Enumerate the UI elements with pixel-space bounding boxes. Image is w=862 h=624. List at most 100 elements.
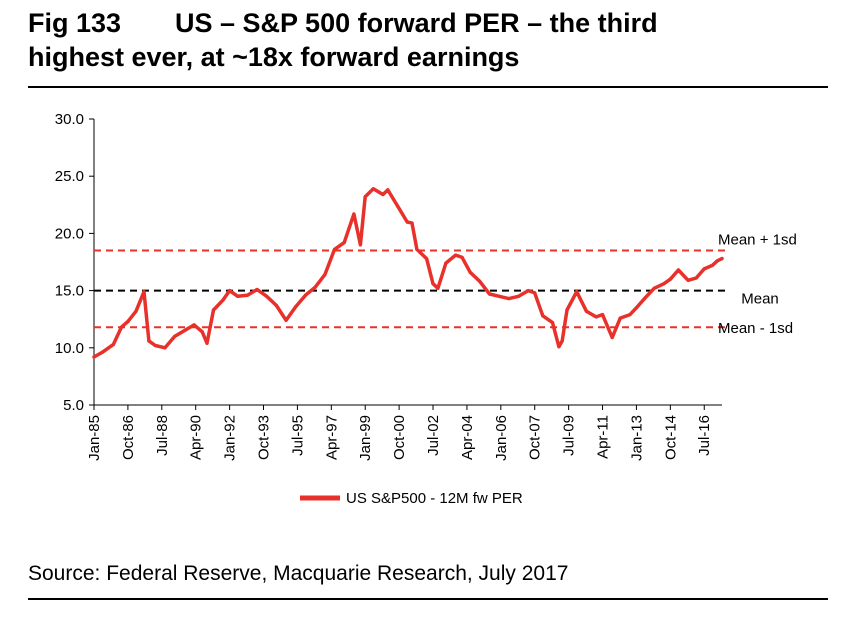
x-tick-label: Jan-92 (222, 415, 239, 461)
data-point (395, 204, 400, 208)
data-point (628, 313, 632, 317)
data-point (294, 305, 298, 309)
data-point (541, 314, 545, 318)
data-point (720, 257, 724, 261)
data-point (192, 323, 196, 327)
data-point (436, 286, 440, 290)
data-point (245, 293, 249, 297)
x-tick-label: Jul-09 (561, 415, 578, 456)
data-point (557, 345, 561, 349)
data-point (111, 342, 115, 346)
data-point (694, 276, 698, 280)
x-tick-label: Apr-11 (595, 415, 612, 459)
figure-number: Fig 133 (28, 8, 122, 38)
figure-title-line2: highest ever, at ~18x forward earnings (28, 42, 520, 72)
title-divider (28, 86, 828, 88)
data-point (100, 350, 104, 354)
data-point (425, 257, 429, 261)
x-tick-label: Jan-06 (493, 415, 510, 461)
data-point (594, 315, 598, 319)
data-point (352, 212, 356, 216)
x-tick-label: Oct-86 (120, 415, 137, 460)
x-tick-label: Apr-97 (323, 415, 340, 460)
data-point (358, 243, 362, 247)
data-point (386, 188, 390, 192)
reference-lines: Mean + 1sd Mean Mean - 1sd (94, 232, 797, 337)
data-point (255, 287, 259, 292)
data-point (211, 308, 216, 312)
series-layer (92, 187, 724, 359)
x-tick-label: Jan-13 (628, 415, 645, 461)
data-point (323, 273, 327, 277)
x-tick-label: Jul-02 (425, 415, 442, 456)
data-point (200, 330, 204, 334)
data-point (119, 325, 123, 329)
x-tick-label: Oct-14 (662, 415, 679, 460)
footer-divider (28, 598, 828, 600)
ref-label-mean-1sd: Mean + 1sd (718, 232, 797, 249)
x-tick-label: Jan-85 (86, 415, 103, 461)
data-point (313, 285, 317, 289)
y-tick-label: 20.0 (55, 225, 84, 242)
data-point (468, 270, 472, 274)
data-point (584, 309, 589, 313)
data-point (126, 319, 130, 324)
x-tick-label: Oct-93 (256, 415, 273, 460)
chart-legend: US S&P500 - 12M fw PER (300, 490, 523, 507)
y-tick-label: 30.0 (55, 111, 84, 128)
data-point (147, 339, 151, 343)
y-tick-label: 10.0 (55, 340, 84, 357)
data-point (686, 278, 690, 282)
data-point (600, 313, 605, 317)
data-point (460, 255, 464, 259)
data-point (662, 282, 666, 286)
data-point (444, 261, 448, 265)
data-point (533, 291, 537, 295)
figure-title-line1: US – S&P 500 forward PER – the third (175, 8, 658, 38)
x-tick-label: Jul-16 (696, 415, 713, 456)
data-point (221, 298, 225, 302)
data-point (332, 247, 337, 251)
data-point (565, 308, 569, 312)
data-point (517, 294, 521, 298)
chart-axes: 5.0 10.0 15.0 20.0 25.0 30.0 Jan-85 Oct-86 Jul-8… (55, 111, 722, 461)
data-point (715, 259, 719, 263)
data-point (526, 289, 530, 293)
source-note: Source: Federal Reserve, Macquarie Resea… (28, 562, 569, 585)
data-point (431, 282, 435, 286)
data-point (415, 247, 419, 251)
y-tick-label: 25.0 (55, 168, 84, 185)
data-point (163, 346, 167, 350)
data-point (668, 277, 672, 281)
data-point (381, 192, 385, 197)
x-tick-label: Jul-95 (289, 415, 306, 456)
data-point (676, 268, 681, 272)
x-tick-label: Oct-00 (391, 415, 408, 460)
data-point (228, 289, 232, 293)
data-point (205, 341, 209, 345)
legend-label: US S&P500 - 12M fw PER (346, 490, 523, 507)
data-point (371, 187, 375, 191)
data-point (173, 334, 177, 338)
y-tick-label: 5.0 (63, 397, 84, 414)
figure-title: Fig 133 US – S&P 500 forward PER – the th… (28, 6, 838, 74)
data-point (92, 355, 96, 359)
x-tick-label: Jan-99 (357, 415, 374, 461)
data-point (652, 286, 656, 290)
data-point (410, 221, 414, 225)
data-point (182, 329, 186, 333)
ref-label-mean: Mean (741, 291, 779, 308)
x-tick-label: Oct-07 (527, 415, 544, 460)
ref-label-mean-1sd: Mean - 1sd (718, 320, 793, 337)
data-point (560, 339, 564, 343)
data-point (363, 195, 367, 199)
data-point (497, 294, 501, 298)
data-point (487, 292, 492, 296)
data-point (142, 290, 146, 294)
x-tick-label: Apr-90 (188, 415, 205, 460)
pe-chart: 5.0 10.0 15.0 20.0 25.0 30.0 Jan-85 Oct-86 Jul-8… (55, 111, 797, 507)
data-point (454, 253, 458, 257)
data-point (702, 267, 706, 271)
data-point (274, 303, 278, 308)
data-point (507, 297, 511, 301)
